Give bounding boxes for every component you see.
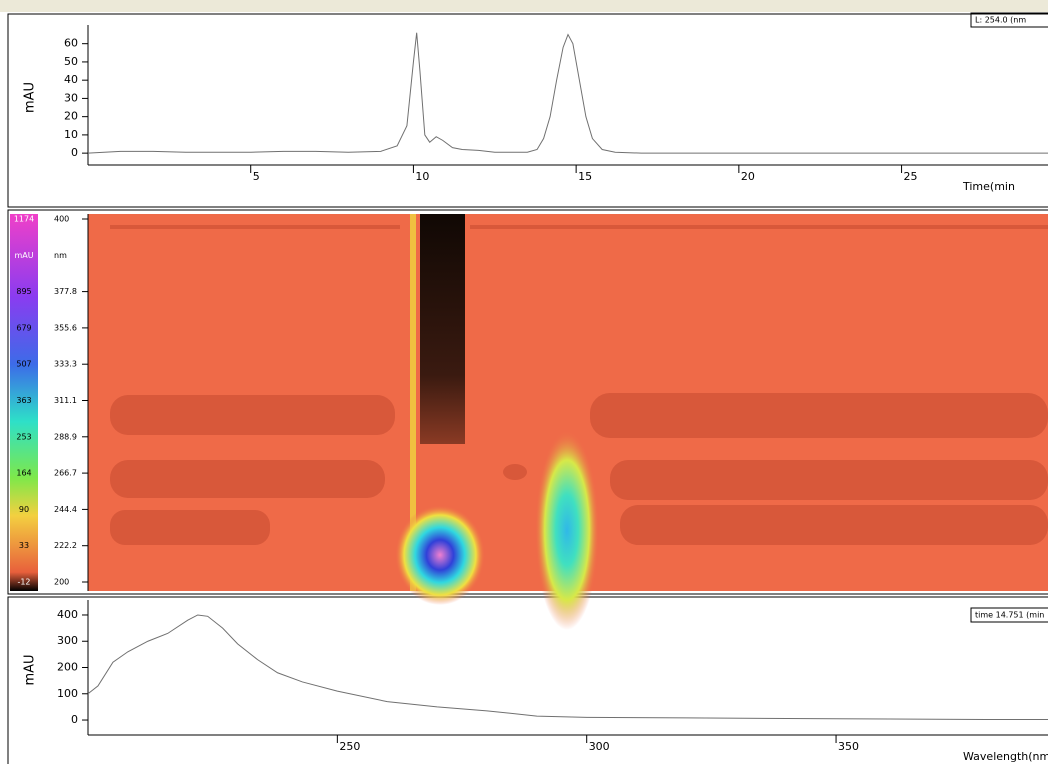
wavelength-label: 266.7 [54,469,77,478]
band [110,395,395,435]
color-scale-label: 164 [16,469,31,478]
y-tick-label: 0 [71,713,78,726]
data-line [87,32,1048,154]
color-scale-label: 90 [19,505,29,514]
wavelength-label: 377.8 [54,287,77,296]
wavelength-label: 355.6 [54,323,77,332]
band [110,225,400,229]
spot [503,464,527,480]
annotation-box [970,12,1048,28]
x-tick-label: 10 [415,170,429,183]
y-tick-label: 30 [64,91,78,104]
y-tick-label: 60 [64,37,78,50]
color-scale-label: -12 [17,578,30,587]
band [110,460,385,498]
y-tick-label: 400 [57,608,78,621]
wavelength-label: 244.4 [54,505,77,514]
top-panel [7,13,1048,208]
color-scale-label: 253 [16,432,31,441]
peak-blob [395,505,485,605]
y-tick-label: 100 [57,687,78,700]
band [590,393,1048,438]
data-line [87,614,1048,721]
annotation: time 14.751 (min [975,611,1044,620]
color-scale [10,214,38,591]
band [610,460,1048,500]
color-scale-label: 33 [19,541,29,550]
x-tick-label: 25 [904,170,918,183]
x-tick-label: 300 [589,740,610,753]
wavelength-label: 222.2 [54,541,77,550]
wavelength-label: 288.9 [54,432,77,441]
peak-line [410,214,416,591]
wavelength-label: 400 [54,215,69,224]
y-tick-label: 200 [57,661,78,674]
y-axis-label: mAU [23,82,38,113]
dark-region [420,214,465,444]
y-tick-label: 300 [57,634,78,647]
band [470,225,1048,229]
y-tick-label: 0 [71,146,78,159]
color-scale-label: mAU [14,251,33,260]
peak-blob [535,430,599,630]
x-tick-label: 350 [838,740,859,753]
wavelength-label: 333.3 [54,360,77,369]
color-scale-label: 679 [16,323,31,332]
color-scale-label: 895 [16,287,31,296]
color-scale-label: 363 [16,396,31,405]
heatmap [10,214,1048,630]
y-tick-label: 40 [64,73,78,86]
y-tick-label: 50 [64,55,78,68]
x-tick-label: 250 [339,740,360,753]
annotation-box [970,607,1048,623]
x-tick-label: 15 [578,170,592,183]
wavelength-label: 200 [54,578,69,587]
y-tick-label: 10 [64,128,78,141]
wavelength-label: nm [54,251,67,260]
bottom-panel [7,596,1048,768]
annotation: L: 254.0 (nm [975,16,1026,25]
band [110,510,270,545]
color-scale-label: 1174 [14,215,34,224]
toolbar [0,0,1048,12]
x-axis-label: Time(min [962,180,1015,193]
band [620,505,1048,545]
color-scale-label: 507 [16,360,31,369]
wavelength-label: 311.1 [54,396,77,405]
x-axis-label: Wavelength(nm [963,750,1048,763]
x-tick-label: 5 [253,170,260,183]
y-axis-label: mAU [23,654,38,685]
y-tick-label: 20 [64,110,78,123]
x-tick-label: 20 [741,170,755,183]
